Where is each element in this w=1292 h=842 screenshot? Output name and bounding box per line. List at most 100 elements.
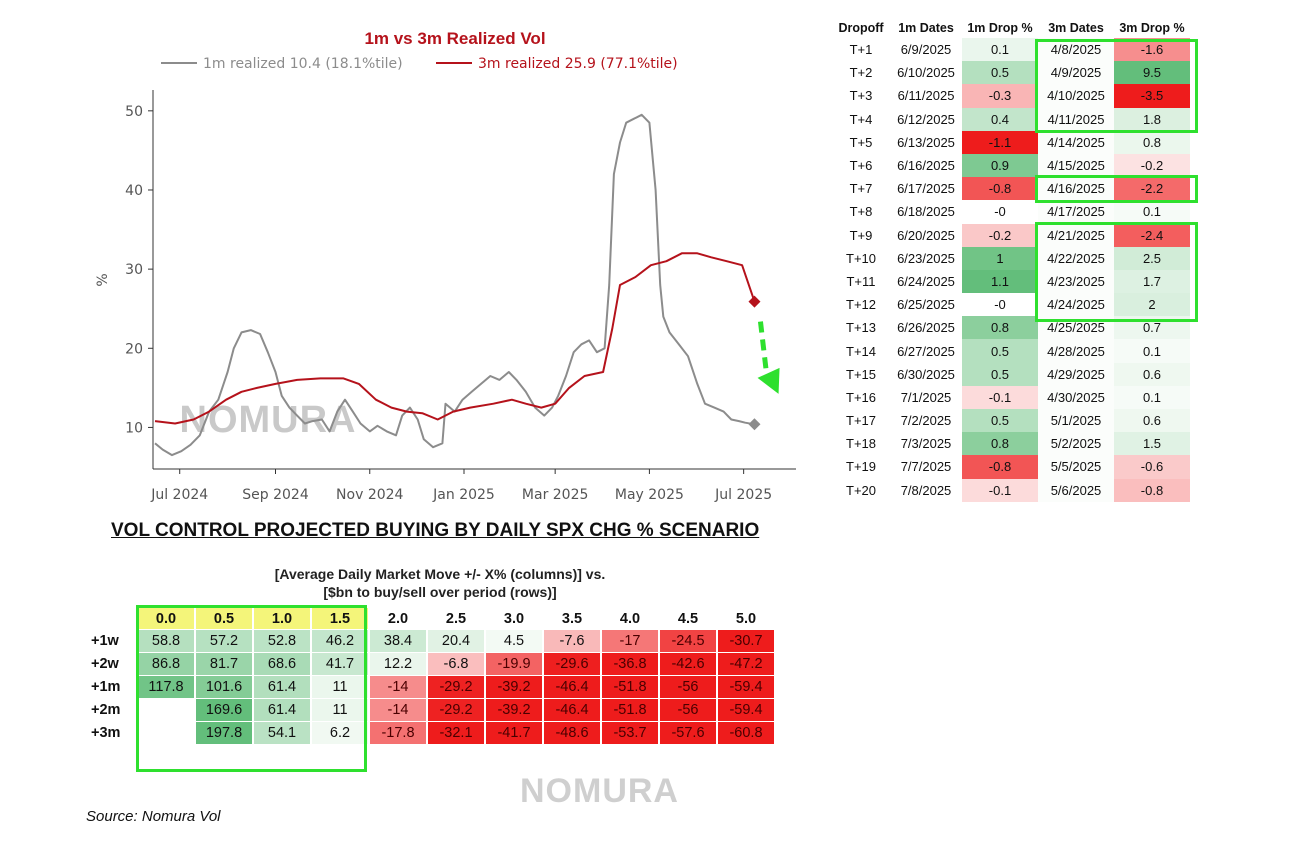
scenario-cell: -60.8 — [718, 722, 774, 744]
scenario-row-label: +3m — [91, 725, 121, 741]
dropoff-row: T+16 7/1/2025 -0.1 4/30/2025 0.1 — [832, 385, 1190, 409]
dropoff-cell: T+2 — [849, 65, 873, 81]
3m-drop-col-header: 3m Drop % — [1119, 21, 1185, 35]
y-ticks: 10 20 30 40 50 — [125, 104, 153, 436]
date-cell: 4/11/2025 — [1038, 107, 1114, 131]
date-cell: 4/21/2025 — [1038, 223, 1114, 247]
date-cell: 4/25/2025 — [1038, 316, 1114, 340]
drop-value-cell: 0.1 — [1114, 200, 1190, 224]
scenario-cell: 11 — [312, 676, 368, 698]
scenario-cell: -7.6 — [544, 630, 600, 652]
dropoff-header-row: Dropoff 1m Dates 1m Drop % 3m Dates 3m Drop … — [832, 18, 1190, 38]
scenario-watermark: NOMURA — [520, 772, 679, 810]
scenario-cell: -59.4 — [718, 676, 774, 698]
legend-label-1m: 1m realized 10.4 (18.1%tile) — [203, 56, 403, 72]
drop-value-cell: -3.5 — [1114, 84, 1190, 108]
dropoff-cell: T+11 — [846, 273, 876, 289]
drop-value-cell: 0.1 — [962, 38, 1038, 62]
scenario-cell: 68.6 — [254, 653, 310, 675]
dropoff-cell: T+20 — [846, 482, 876, 498]
drop-value-cell: 2 — [1114, 293, 1190, 317]
dropoff-row: T+1 6/9/2025 0.1 4/8/2025 -1.6 — [832, 38, 1190, 62]
drop-value-cell: 1.8 — [1114, 107, 1190, 131]
scenario-row: +3m 197.8 54.1 6.2 -17.8 -32.1 -41.7 -48.6 -53.7… — [88, 722, 774, 744]
dropoff-cell: T+13 — [846, 320, 876, 336]
dropoff-cell: T+14 — [846, 343, 876, 359]
scenario-row: +2m 169.6 61.4 11 -14 -29.2 -39.2 -46.4 -51.8 -56… — [88, 699, 774, 721]
drop-value-cell: -0.8 — [1114, 478, 1190, 502]
scenario-cell: -29.6 — [544, 653, 600, 675]
projection-arrowhead — [757, 367, 780, 394]
drop-value-cell: 9.5 — [1114, 61, 1190, 85]
dropoff-row: T+2 6/10/2025 0.5 4/9/2025 9.5 — [832, 61, 1190, 85]
date-cell: 6/27/2025 — [897, 343, 955, 359]
scenario-cell: -46.4 — [544, 676, 600, 698]
drop-value-cell: -1.6 — [1114, 38, 1190, 62]
drop-value-cell: 1.5 — [1114, 432, 1190, 456]
scenario-col-header: 3.5 — [561, 610, 583, 627]
date-cell: 7/1/2025 — [900, 389, 952, 405]
series-end-marker — [748, 418, 761, 431]
scenario-cell: 6.2 — [312, 722, 368, 744]
dropoff-col-header: Dropoff — [838, 21, 884, 35]
x-tick-label: Jan 2025 — [432, 487, 495, 503]
drop-value-cell: -0.6 — [1114, 455, 1190, 479]
date-cell: 6/18/2025 — [897, 204, 955, 220]
scenario-row-label: +1m — [91, 679, 121, 695]
scenario-row-label: +2w — [91, 656, 119, 672]
scenario-cell: -51.8 — [602, 699, 658, 721]
drop-value-cell: -0.8 — [962, 455, 1038, 479]
scenario-row: +2w 86.8 81.7 68.6 41.7 12.2 -6.8 -19.9 -29.6 -36… — [88, 653, 774, 675]
date-cell: 7/2/2025 — [900, 413, 952, 429]
x-ticks: Jul 2024 Sep 2024 Nov 2024 Jan 2025 Mar 2025… — [150, 469, 772, 503]
drop-value-cell: 0.7 — [1114, 316, 1190, 340]
scenario-col-header: 2.0 — [387, 610, 409, 627]
scenario-cell: 61.4 — [254, 676, 310, 698]
scenario-cell: 81.7 — [196, 653, 252, 675]
date-cell: 7/7/2025 — [900, 459, 952, 475]
date-cell: 6/11/2025 — [897, 88, 955, 104]
date-cell: 6/26/2025 — [897, 320, 955, 336]
drop-value-cell: 0.5 — [962, 362, 1038, 386]
dropoff-cell: T+12 — [846, 297, 876, 313]
dropoff-row: T+14 6/27/2025 0.5 4/28/2025 0.1 — [832, 339, 1190, 363]
drop-value-cell: -0 — [962, 200, 1038, 224]
drop-value-cell: -2.4 — [1114, 223, 1190, 247]
dropoff-row: T+7 6/17/2025 -0.8 4/16/2025 -2.2 — [832, 177, 1190, 201]
date-cell: 4/23/2025 — [1038, 269, 1114, 294]
scenario-cell: -36.8 — [602, 653, 658, 675]
dropoff-row: T+10 6/23/2025 1 4/22/2025 2.5 — [832, 246, 1190, 270]
scenario-col-header: 5.0 — [735, 610, 757, 627]
dropoff-cell: T+7 — [849, 181, 873, 197]
3m-dates-col-header: 3m Dates — [1048, 21, 1104, 35]
drop-value-cell: 1 — [962, 246, 1038, 270]
scenario-subtitle-line1: [Average Daily Market Move +/- X% (colum… — [274, 566, 606, 582]
drop-value-cell: -0.2 — [962, 223, 1038, 247]
scenario-row-label: +2m — [91, 702, 121, 718]
scenario-title: VOL CONTROL PROJECTED BUYING BY DAILY SP… — [111, 520, 760, 541]
scenario-table: 0.0 0.5 1.0 1.5 2.0 2.5 3.0 3.5 4.0 4.5 5.0 +1w 58.… — [86, 607, 776, 745]
scenario-col-header: 1.5 — [312, 608, 368, 629]
dropoff-row: T+20 7/8/2025 -0.1 5/6/2025 -0.8 — [832, 478, 1190, 502]
drop-value-cell: 0.6 — [1114, 409, 1190, 433]
date-cell: 6/25/2025 — [897, 297, 955, 313]
dropoff-row: T+4 6/12/2025 0.4 4/11/2025 1.8 — [832, 107, 1190, 131]
date-cell: 4/10/2025 — [1038, 84, 1114, 108]
scenario-cell: -56 — [660, 699, 716, 721]
scenario-col-header: 4.0 — [619, 610, 641, 627]
y-tick-label: 20 — [125, 341, 143, 357]
scenario-cell: -59.4 — [718, 699, 774, 721]
dropoff-row: T+19 7/7/2025 -0.8 5/5/2025 -0.6 — [832, 455, 1190, 479]
drop-value-cell: 0.8 — [1114, 130, 1190, 154]
1m-drop-col-header: 1m Drop % — [967, 21, 1033, 35]
dropoff-row: T+17 7/2/2025 0.5 5/1/2025 0.6 — [832, 409, 1190, 433]
dropoff-row: T+5 6/13/2025 -1.1 4/14/2025 0.8 — [832, 130, 1190, 154]
scenario-cell: -24.5 — [660, 630, 716, 652]
chart-title: 1m vs 3m Realized Vol — [364, 29, 545, 48]
scenario-cell: -19.9 — [486, 653, 542, 675]
series-layer — [154, 113, 780, 457]
x-tick-label: May 2025 — [615, 487, 684, 503]
scenario-cell: 12.2 — [370, 653, 426, 675]
dropoff-cell: T+16 — [846, 389, 876, 405]
